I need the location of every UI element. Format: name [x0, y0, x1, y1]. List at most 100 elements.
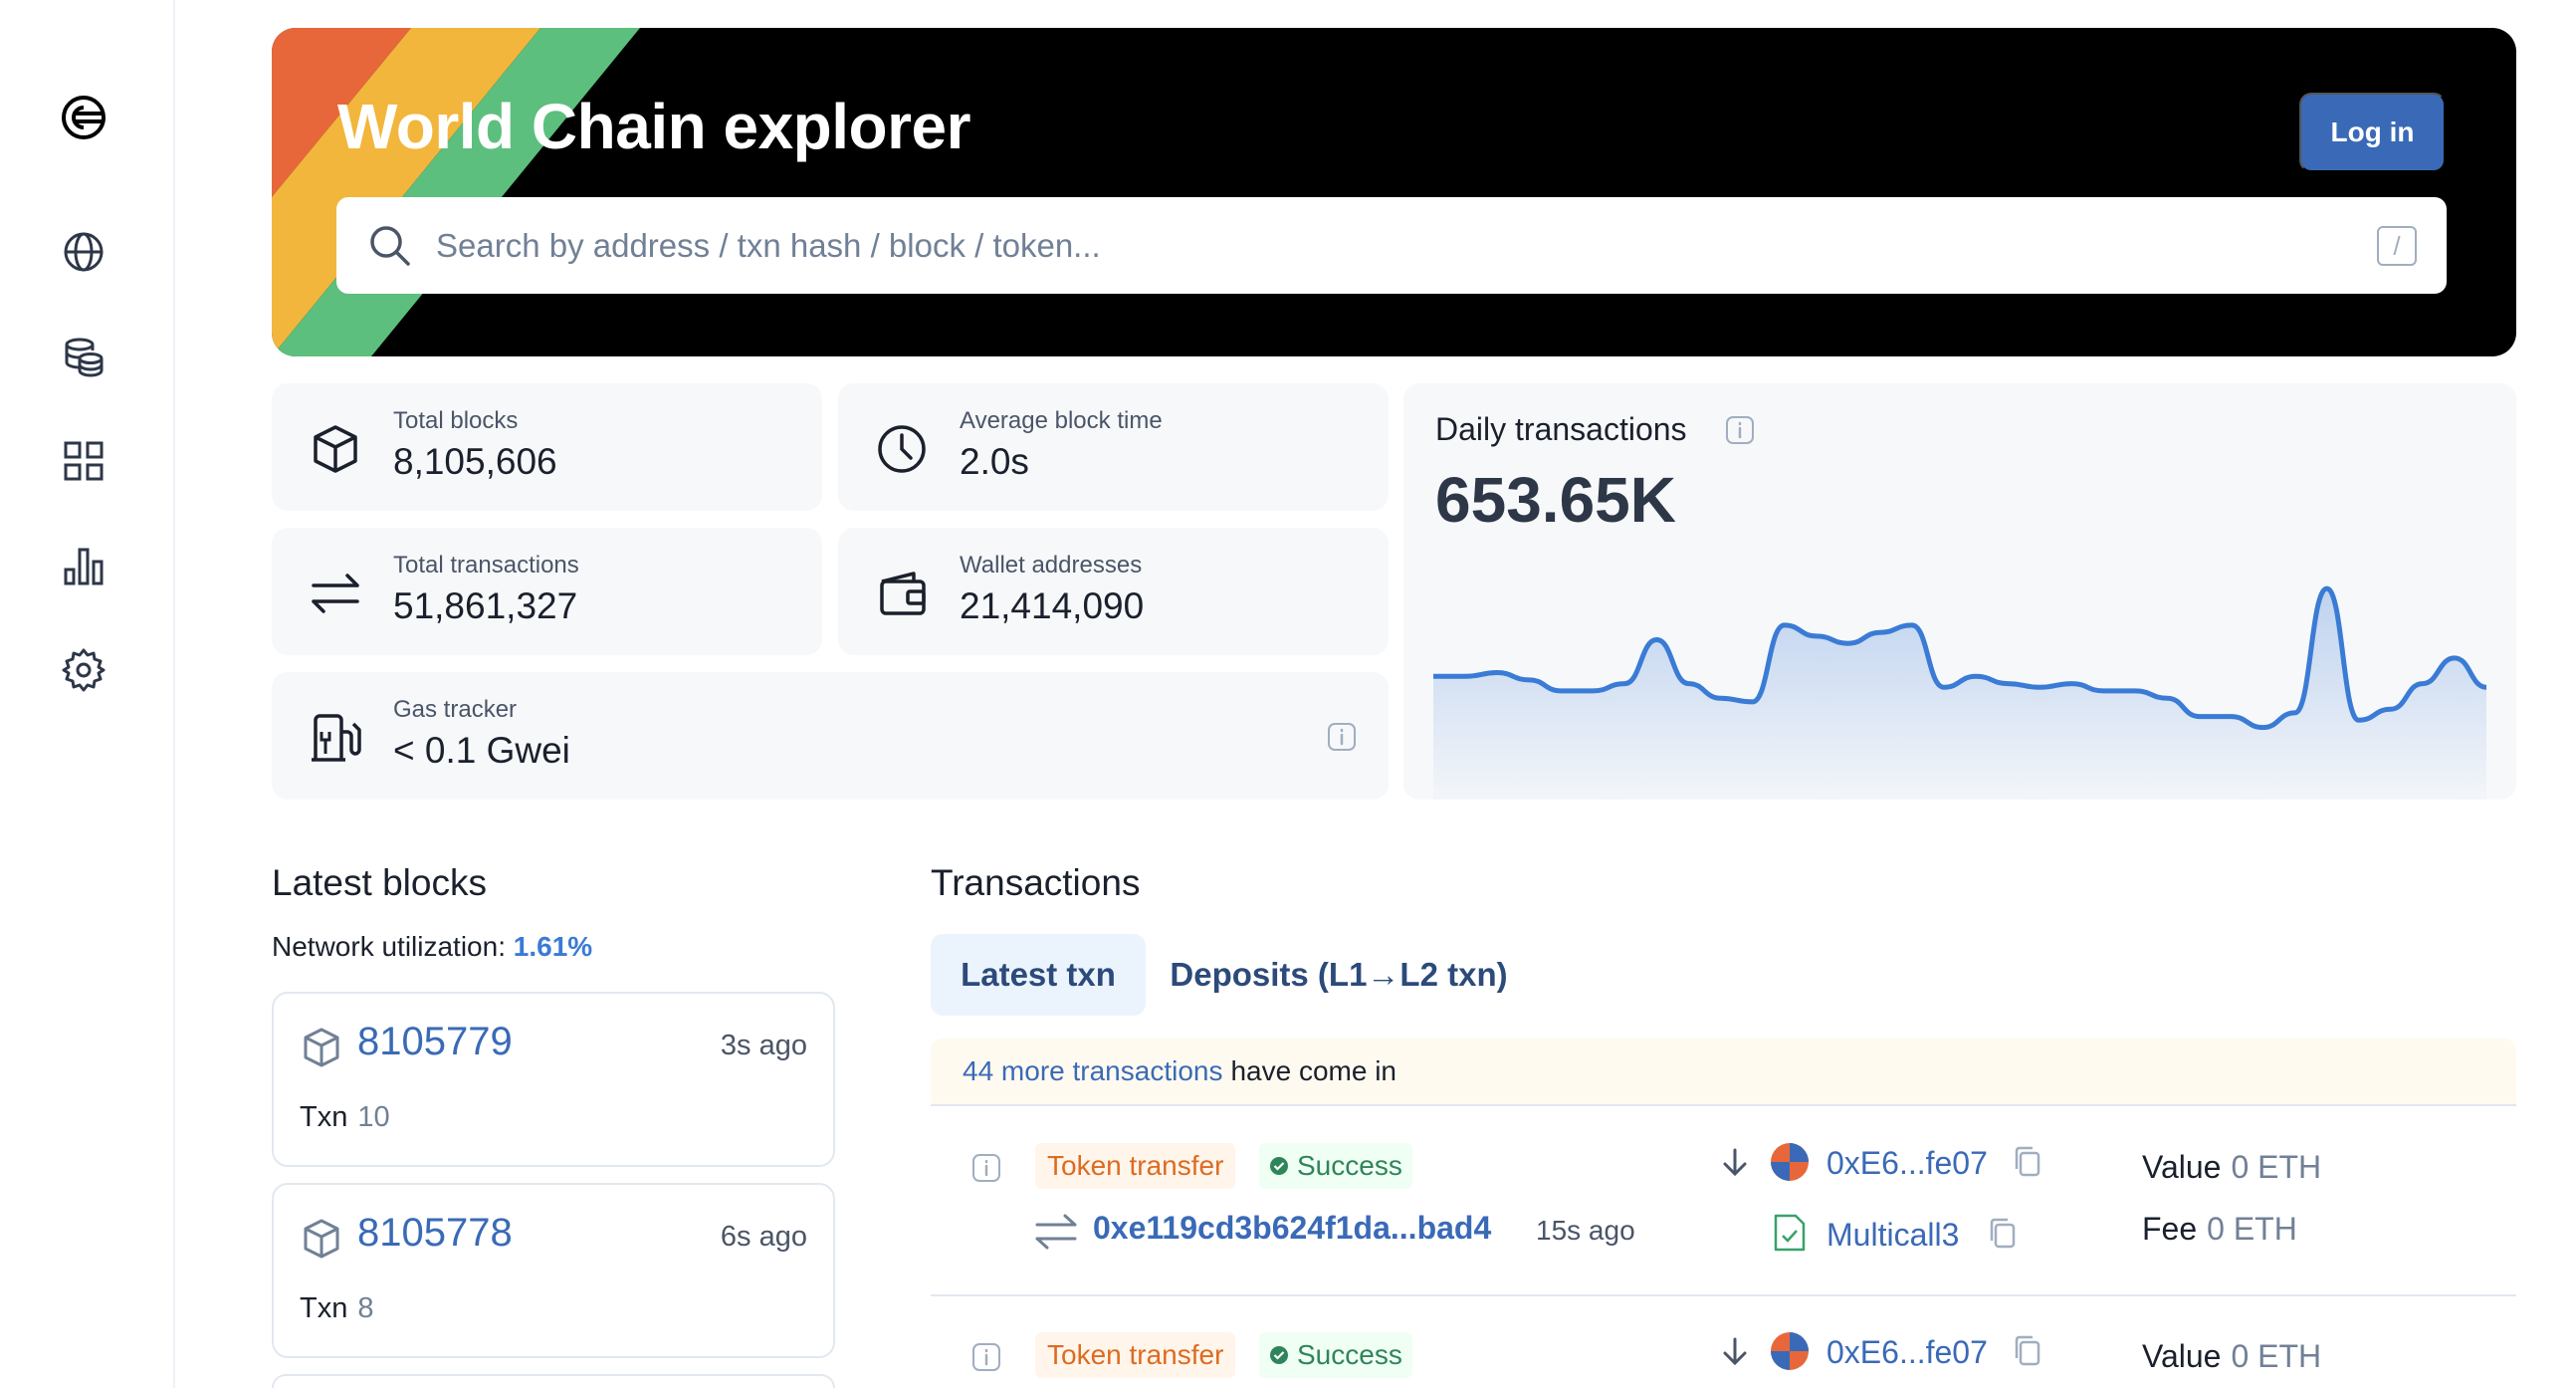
copy-icon[interactable]: [2013, 1334, 2042, 1368]
cube-icon: [304, 1028, 339, 1067]
info-icon[interactable]: [971, 1153, 1001, 1183]
tx-age: 15s ago: [1536, 1215, 1635, 1246]
from-address-link[interactable]: 0xE6...fe07: [1826, 1145, 1988, 1181]
block-number-link[interactable]: 8105778: [357, 1211, 513, 1255]
tx-fee: Fee 0 ETH: [2142, 1211, 2297, 1248]
cube-icon: [304, 1219, 339, 1259]
block-card[interactable]: 8105778 6s ago Txn 8: [272, 1183, 835, 1358]
chart-area: [1433, 588, 2486, 800]
stat-value: 2.0s: [960, 441, 1029, 482]
cube-icon: [314, 425, 357, 473]
txn-label: Txn: [300, 1292, 348, 1324]
sidebar-item-tokens[interactable]: [54, 327, 113, 386]
daily-transactions-card: Daily transactions 653.65K: [1403, 383, 2516, 800]
grid-icon: [64, 441, 104, 481]
tx-type-badge: Token transfer: [1035, 1332, 1236, 1378]
info-icon[interactable]: [1725, 415, 1755, 445]
hero-stripes-decoration: [272, 28, 640, 356]
tab-deposits[interactable]: Deposits (L1→L2 txn): [1170, 956, 1508, 993]
hero-banner: World Chain explorer Log in /: [272, 28, 2516, 356]
gear-icon: [62, 648, 106, 692]
transactions-title: Transactions: [931, 862, 1141, 903]
world-chain-logo-icon: [62, 96, 106, 139]
info-icon[interactable]: [1327, 722, 1357, 752]
block-card[interactable]: [272, 1374, 835, 1388]
divider: [931, 1104, 2516, 1106]
address-avatar: [1771, 1143, 1809, 1181]
sidebar: [0, 0, 175, 1388]
latest-blocks-title: Latest blocks: [272, 862, 487, 903]
sidebar-item-settings[interactable]: [54, 640, 113, 700]
check-circle-icon: [1270, 1157, 1288, 1175]
fee-label: Fee: [2142, 1211, 2198, 1247]
transfer-arrows-icon: [312, 574, 359, 613]
globe-icon: [64, 232, 104, 272]
tx-value: Value 0 ETH: [2142, 1149, 2321, 1186]
stat-label: Wallet addresses: [960, 552, 1143, 578]
clock-icon: [878, 425, 926, 473]
transfer-arrows-icon: [1035, 1214, 1077, 1250]
new-transactions-text: have come in: [1230, 1055, 1397, 1086]
stat-label: Total blocks: [393, 407, 519, 434]
block-number-link[interactable]: 8105779: [357, 1020, 513, 1063]
network-utilization: Network utilization: 1.61%: [272, 931, 592, 963]
tx-status-label: Success: [1297, 1150, 1402, 1181]
tx-status-label: Success: [1297, 1339, 1402, 1370]
divider: [931, 1294, 2516, 1296]
address-avatar: [1771, 1332, 1809, 1370]
tx-hash-link[interactable]: 0xe119cd3b624f1da...bad4: [1093, 1210, 1492, 1246]
tx-status-badge: Success: [1259, 1332, 1412, 1378]
copy-icon[interactable]: [2013, 1145, 2042, 1179]
txn-count: 10: [357, 1101, 390, 1133]
coins-icon: [60, 338, 104, 377]
network-utilization-value: 1.61%: [513, 931, 593, 962]
stat-average-block-time: Average block time 2.0s: [838, 383, 1389, 511]
daily-transactions-title: Daily transactions: [1435, 411, 1687, 447]
gas-pump-icon: [312, 714, 361, 762]
stat-total-transactions: Total transactions 51,861,327: [272, 528, 822, 655]
stat-value: 8,105,606: [393, 441, 557, 482]
info-icon[interactable]: [971, 1342, 1001, 1372]
wallet-icon: [880, 572, 926, 615]
search-bar: /: [336, 197, 2447, 294]
block-age: 3s ago: [720, 1030, 807, 1061]
to-address-link[interactable]: Multicall3: [1826, 1217, 1960, 1253]
tx-status-badge: Success: [1259, 1143, 1412, 1189]
stat-gas-tracker: Gas tracker < 0.1 Gwei: [272, 672, 1389, 800]
stat-total-blocks: Total blocks 8,105,606: [272, 383, 822, 511]
arrow-down-icon: [1723, 1148, 1747, 1177]
stat-label: Average block time: [960, 407, 1163, 434]
stat-label: Total transactions: [393, 552, 579, 578]
fee-amount: 0 ETH: [2207, 1211, 2297, 1247]
world-chain-logo[interactable]: [54, 88, 113, 147]
contract-icon: [1774, 1214, 1806, 1252]
block-txn-count: Txn 8: [300, 1292, 373, 1325]
sidebar-item-charts[interactable]: [54, 536, 113, 595]
bar-chart-icon: [64, 548, 104, 585]
stat-label: Gas tracker: [393, 696, 518, 723]
network-utilization-label: Network utilization:: [272, 931, 514, 962]
stat-value: 51,861,327: [393, 585, 578, 626]
stat-value: < 0.1 Gwei: [393, 730, 570, 771]
sidebar-item-apps[interactable]: [54, 431, 113, 491]
page-title: World Chain explorer: [337, 91, 971, 162]
daily-transactions-value: 653.65K: [1435, 464, 1676, 536]
search-shortcut-hint: /: [2377, 226, 2417, 266]
copy-icon[interactable]: [1988, 1217, 2018, 1251]
chart-line: [1433, 585, 2487, 731]
tx-value: Value 0 ETH: [2142, 1338, 2321, 1375]
login-button[interactable]: Log in: [2299, 93, 2446, 172]
block-card[interactable]: 8105779 3s ago Txn 10: [272, 992, 835, 1167]
block-txn-count: Txn 10: [300, 1101, 390, 1134]
sidebar-item-blockchain[interactable]: [54, 222, 113, 282]
from-address-link[interactable]: 0xE6...fe07: [1826, 1334, 1988, 1370]
daily-transactions-chart: [1433, 585, 2487, 800]
check-circle-icon: [1270, 1346, 1288, 1364]
stat-wallet-addresses: Wallet addresses 21,414,090: [838, 528, 1389, 655]
tab-latest-txn[interactable]: Latest txn: [931, 934, 1146, 1016]
search-input[interactable]: [436, 217, 2307, 274]
new-transactions-banner: 44 more transactions have come in: [931, 1039, 2516, 1104]
txn-count: 8: [357, 1292, 374, 1324]
load-more-transactions-link[interactable]: 44 more transactions: [963, 1055, 1223, 1086]
